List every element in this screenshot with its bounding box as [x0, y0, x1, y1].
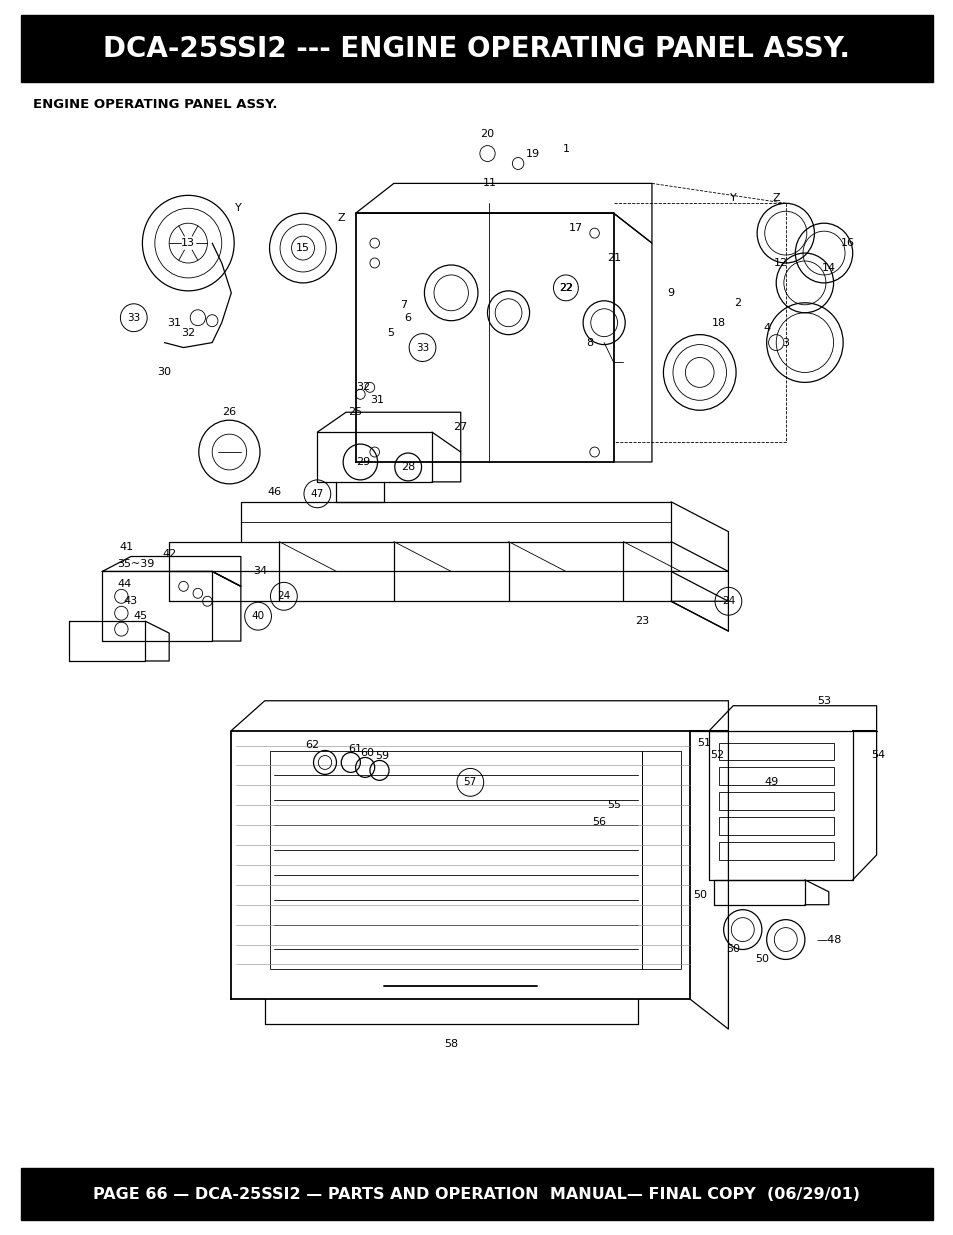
- Text: 19: 19: [525, 148, 539, 158]
- Text: 24: 24: [277, 592, 291, 601]
- Text: —48: —48: [815, 935, 841, 945]
- Bar: [719, 818, 833, 835]
- Text: 22: 22: [558, 283, 572, 293]
- Text: 27: 27: [453, 422, 467, 432]
- Text: 51: 51: [697, 737, 711, 747]
- Text: 20: 20: [480, 128, 494, 138]
- Text: 11: 11: [482, 178, 496, 189]
- Text: 55: 55: [606, 800, 620, 810]
- Text: 31: 31: [167, 317, 181, 327]
- Text: 7: 7: [399, 300, 407, 310]
- Text: 32: 32: [181, 327, 195, 337]
- Text: 54: 54: [870, 751, 884, 761]
- Bar: [719, 742, 833, 761]
- Text: 57: 57: [463, 777, 476, 788]
- Text: 2: 2: [734, 298, 740, 308]
- Text: 59: 59: [375, 751, 389, 762]
- Bar: [21, 1168, 932, 1220]
- Text: 26: 26: [222, 408, 236, 417]
- Text: 24: 24: [721, 597, 734, 606]
- Text: 42: 42: [162, 548, 176, 558]
- Text: 21: 21: [606, 253, 620, 263]
- Text: 31: 31: [370, 395, 384, 405]
- Text: 43: 43: [124, 597, 138, 606]
- Bar: [719, 767, 833, 785]
- Text: 44: 44: [117, 579, 132, 589]
- Text: 14: 14: [821, 263, 835, 273]
- Text: 32: 32: [355, 383, 370, 393]
- Text: 29: 29: [355, 457, 370, 467]
- Text: Z: Z: [337, 214, 345, 224]
- Text: 35~39: 35~39: [117, 559, 154, 569]
- Bar: [641, 751, 679, 969]
- Text: 16: 16: [840, 238, 854, 248]
- Text: PAGE 66 — DCA-25SSI2 — PARTS AND OPERATION  MANUAL— FINAL COPY  (06/29/01): PAGE 66 — DCA-25SSI2 — PARTS AND OPERATI…: [93, 1187, 860, 1202]
- Text: 40: 40: [252, 611, 264, 621]
- Text: 13: 13: [181, 238, 195, 248]
- Text: 25: 25: [348, 408, 362, 417]
- Text: Z: Z: [772, 194, 780, 204]
- Text: 3: 3: [781, 337, 788, 347]
- Text: 50: 50: [692, 889, 706, 900]
- Text: ENGINE OPERATING PANEL ASSY.: ENGINE OPERATING PANEL ASSY.: [33, 98, 277, 111]
- Text: 45: 45: [133, 611, 148, 621]
- Bar: [719, 793, 833, 810]
- Text: DCA-25SSI2 --- ENGINE OPERATING PANEL ASSY.: DCA-25SSI2 --- ENGINE OPERATING PANEL AS…: [103, 35, 850, 63]
- Text: 18: 18: [711, 317, 725, 327]
- Text: 17: 17: [568, 224, 582, 233]
- Text: 62: 62: [305, 740, 319, 750]
- Text: 1: 1: [562, 143, 569, 153]
- Text: 61: 61: [348, 743, 362, 753]
- Text: 56: 56: [592, 818, 606, 827]
- Text: 50: 50: [754, 955, 768, 965]
- Text: 28: 28: [400, 462, 415, 472]
- Text: 12: 12: [773, 258, 787, 268]
- Text: Y: Y: [234, 204, 241, 214]
- Text: 50: 50: [725, 945, 740, 955]
- Text: 4: 4: [762, 322, 769, 332]
- Text: 52: 52: [709, 751, 723, 761]
- Bar: [719, 842, 833, 860]
- Text: 53: 53: [816, 695, 830, 705]
- Text: 47: 47: [311, 489, 324, 499]
- Text: 6: 6: [404, 312, 412, 322]
- Text: 33: 33: [416, 342, 429, 352]
- Bar: [270, 751, 641, 969]
- Text: Y: Y: [729, 194, 736, 204]
- Text: 23: 23: [635, 616, 649, 626]
- Text: 22: 22: [558, 283, 573, 293]
- Text: 15: 15: [295, 243, 310, 253]
- Text: 9: 9: [667, 288, 674, 298]
- Text: 41: 41: [119, 542, 133, 552]
- Text: 30: 30: [157, 368, 172, 378]
- Bar: [21, 16, 932, 83]
- Text: 60: 60: [359, 748, 374, 758]
- Text: 46: 46: [267, 487, 281, 496]
- Text: 58: 58: [444, 1039, 457, 1049]
- Text: 5: 5: [387, 327, 394, 337]
- Text: 34: 34: [253, 567, 267, 577]
- Text: 33: 33: [127, 312, 140, 322]
- Text: 8: 8: [586, 337, 593, 347]
- Text: 49: 49: [763, 777, 778, 788]
